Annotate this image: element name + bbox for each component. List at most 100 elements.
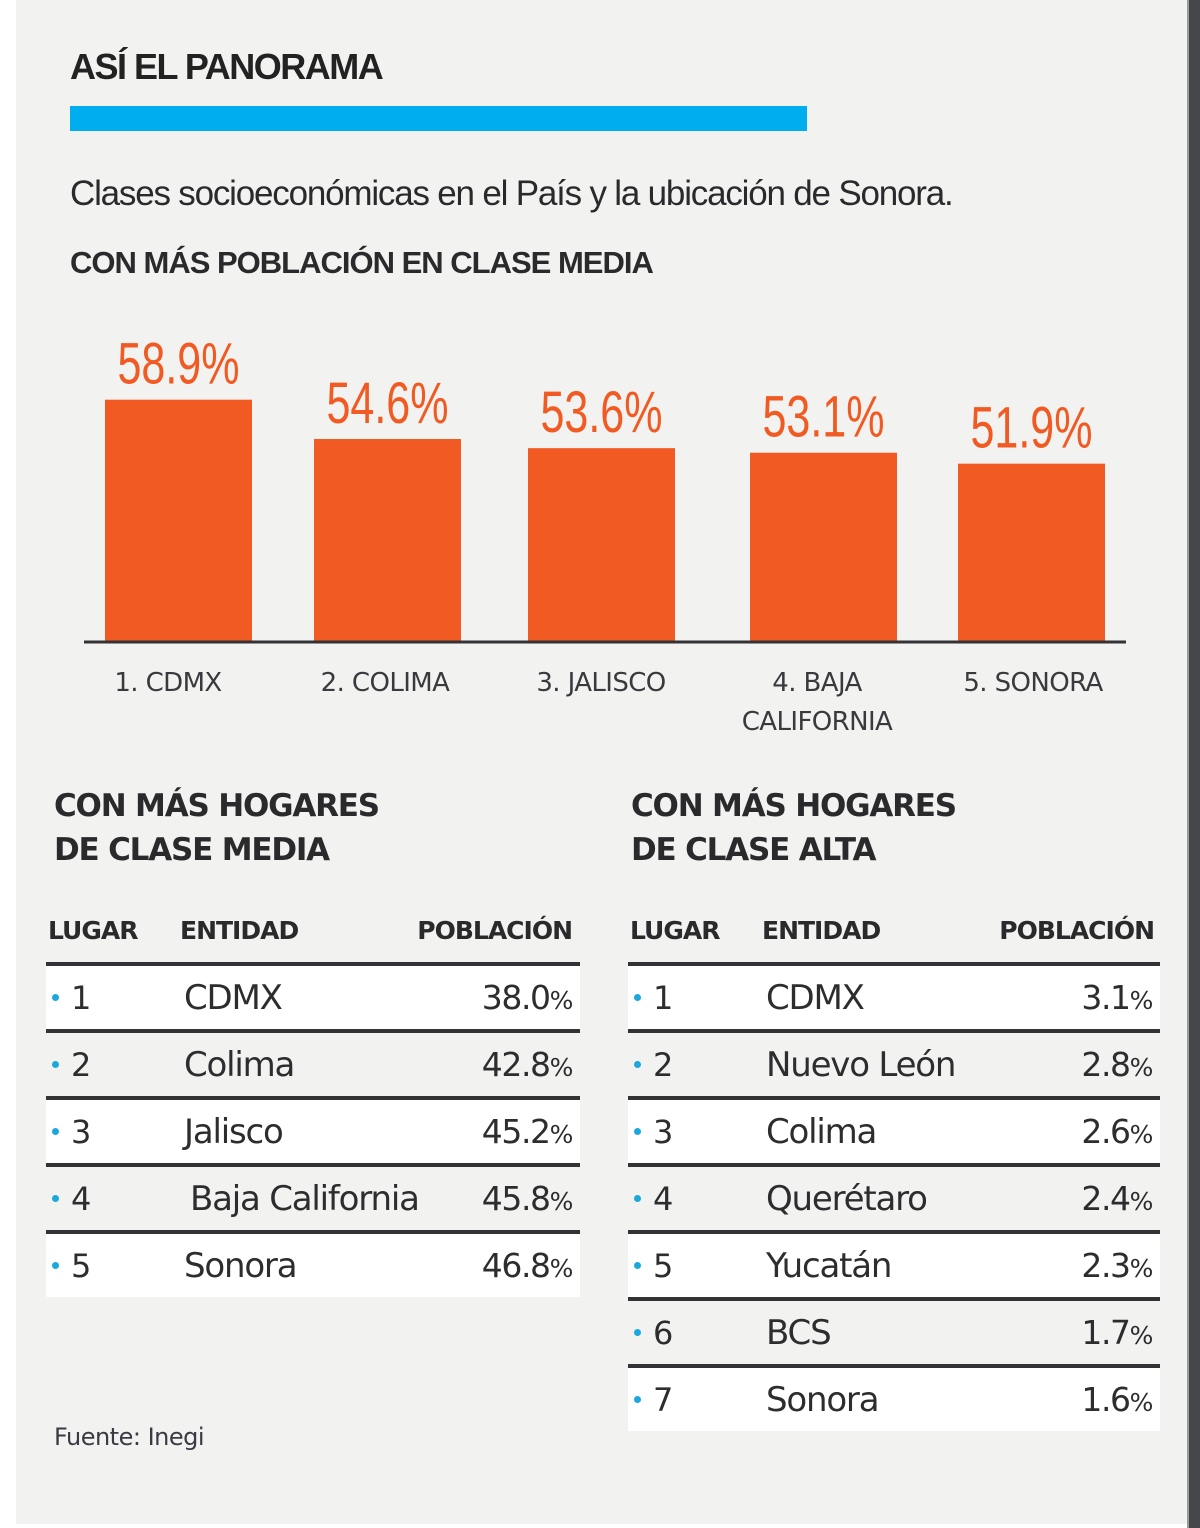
entity-cell: Colima: [184, 1044, 295, 1085]
rank-number: 5: [71, 1246, 92, 1285]
entity-cell: BCS: [766, 1312, 832, 1353]
table-header: LUGAR ENTIDAD POBLACIÓN: [628, 912, 1160, 948]
rank-number: 1: [71, 978, 92, 1017]
rank-number: 2: [653, 1045, 674, 1084]
entity-cell: CDMX: [766, 977, 865, 1018]
table-row: 1 CDMX 3.1%: [628, 962, 1160, 1029]
population-value: 2.3: [1081, 1246, 1131, 1285]
bullet-dot-icon: [634, 1262, 641, 1269]
entity-cell: Sonora: [184, 1245, 298, 1286]
page-edge-strip: [1187, 0, 1200, 1528]
table-middle-class-homes: LUGAR ENTIDAD POBLACIÓN 1 CDMX 38.0% 2 Colim…: [46, 912, 580, 1297]
table-upper-class-homes: LUGAR ENTIDAD POBLACIÓN 1 CDMX 3.1% 2 Nuevo …: [628, 912, 1160, 1431]
rank-number: 4: [71, 1179, 92, 1218]
table-title-line: DE CLASE MEDIA: [54, 832, 330, 868]
table-row: 4 Querétaro 2.4%: [628, 1163, 1160, 1230]
rank-number: 1: [653, 978, 674, 1017]
population-value: 45.2: [481, 1112, 551, 1151]
accent-rule: [70, 106, 807, 131]
population-unit: %: [1129, 1388, 1154, 1417]
population-unit: %: [549, 1254, 574, 1283]
population-value: 38.0: [481, 978, 551, 1017]
population-cell: 1.6%: [1081, 1380, 1154, 1419]
entity-cell: Baja California: [190, 1178, 420, 1219]
x-tick-label: 5. SONORA: [963, 668, 1103, 698]
x-tick-label: 3. JALISCO: [536, 668, 665, 698]
rank-number: 7: [653, 1380, 674, 1419]
rank-number: 5: [653, 1246, 674, 1285]
bullet-dot-icon: [634, 994, 641, 1001]
population-cell: 45.8%: [481, 1179, 574, 1218]
bar: [105, 399, 252, 641]
population-unit: %: [1129, 1254, 1154, 1283]
population-cell: 3.1%: [1081, 978, 1154, 1017]
bullet-dot-icon: [52, 1128, 59, 1135]
bullet-dot-icon: [52, 1195, 59, 1202]
population-value: 2.6: [1081, 1112, 1131, 1151]
population-cell: 2.8%: [1081, 1045, 1153, 1084]
table-upper-class-homes-title: CON MÁS HOGARES DE CLASE ALTA: [631, 784, 957, 872]
bullet-dot-icon: [52, 1061, 59, 1068]
table-row: 3 Colima 2.6%: [628, 1096, 1160, 1163]
population-cell: 2.6%: [1081, 1112, 1153, 1151]
bullet-dot-icon: [634, 1329, 641, 1336]
header-lugar: LUGAR: [630, 915, 720, 945]
rank-cell: 2: [46, 1046, 184, 1084]
rank-cell: 5: [46, 1247, 184, 1285]
rank-cell: 7: [628, 1381, 766, 1419]
x-tick-label: CALIFORNIA: [742, 707, 893, 737]
population-unit: %: [549, 1187, 574, 1216]
population-unit: %: [549, 986, 574, 1015]
table-middle-class-homes-title: CON MÁS HOGARES DE CLASE MEDIA: [54, 784, 380, 872]
bullet-dot-icon: [52, 994, 59, 1001]
population-value: 42.8: [481, 1045, 551, 1084]
population-cell: 46.8%: [481, 1246, 574, 1285]
rank-cell: 1: [46, 979, 184, 1017]
bar: [314, 439, 461, 641]
rank-cell: 2: [628, 1046, 766, 1084]
population-unit: %: [549, 1120, 574, 1149]
source-note: Fuente: Inegi: [54, 1423, 205, 1451]
table-title-line: CON MÁS HOGARES: [631, 788, 957, 824]
bar-value-label: 58.9%: [118, 332, 240, 397]
rank-number: 3: [653, 1112, 674, 1151]
entity-cell: Yucatán: [766, 1245, 892, 1286]
population-cell: 45.2%: [481, 1112, 574, 1151]
entity-cell: CDMX: [184, 977, 283, 1018]
entity-cell: Sonora: [766, 1379, 880, 1420]
population-cell: 2.3%: [1081, 1246, 1154, 1285]
x-tick-labels: 1. CDMX 2. COLIMA 3. JALISCO 4. BAJA CALIFOR…: [114, 668, 1104, 737]
population-unit: %: [1129, 1187, 1154, 1216]
rank-number: 6: [653, 1313, 674, 1352]
population-value: 1.7: [1081, 1313, 1131, 1352]
table-row: 4 Baja California 45.8%: [46, 1163, 580, 1230]
table-row: 3 Jalisco 45.2%: [46, 1096, 580, 1163]
header-entidad: ENTIDAD: [762, 915, 881, 945]
header-poblacion: POBLACIÓN: [999, 915, 1155, 945]
table-title-line: DE CLASE ALTA: [631, 832, 876, 868]
bar: [528, 448, 675, 641]
rank-cell: 3: [628, 1113, 766, 1151]
rank-number: 2: [71, 1045, 92, 1084]
population-value: 45.8: [481, 1179, 551, 1218]
chart-title: CON MÁS POBLACIÓN EN CLASE MEDIA: [70, 245, 654, 280]
table-row: 5 Yucatán 2.3%: [628, 1230, 1160, 1297]
table-row: 1 CDMX 38.0%: [46, 962, 580, 1029]
population-value: 46.8: [481, 1246, 551, 1285]
bullet-dot-icon: [634, 1128, 641, 1135]
rank-number: 3: [71, 1112, 92, 1151]
population-unit: %: [1129, 986, 1154, 1015]
population-value: 3.1: [1081, 978, 1131, 1017]
population-cell: 1.7%: [1081, 1313, 1153, 1352]
bar-value-label: 51.9%: [971, 396, 1093, 461]
x-tick-label: 2. COLIMA: [321, 668, 450, 698]
rank-cell: 4: [46, 1180, 184, 1218]
bar: [958, 463, 1105, 641]
entity-cell: Nuevo León: [766, 1044, 956, 1085]
population-value: 2.8: [1081, 1045, 1131, 1084]
table-title-line: CON MÁS HOGARES: [54, 788, 380, 824]
infographic-title: ASÍ EL PANORAMA: [70, 46, 384, 87]
bar-value-label: 53.1%: [763, 385, 885, 450]
entity-cell: Jalisco: [184, 1111, 284, 1152]
bar-value-label: 54.6%: [327, 371, 449, 436]
